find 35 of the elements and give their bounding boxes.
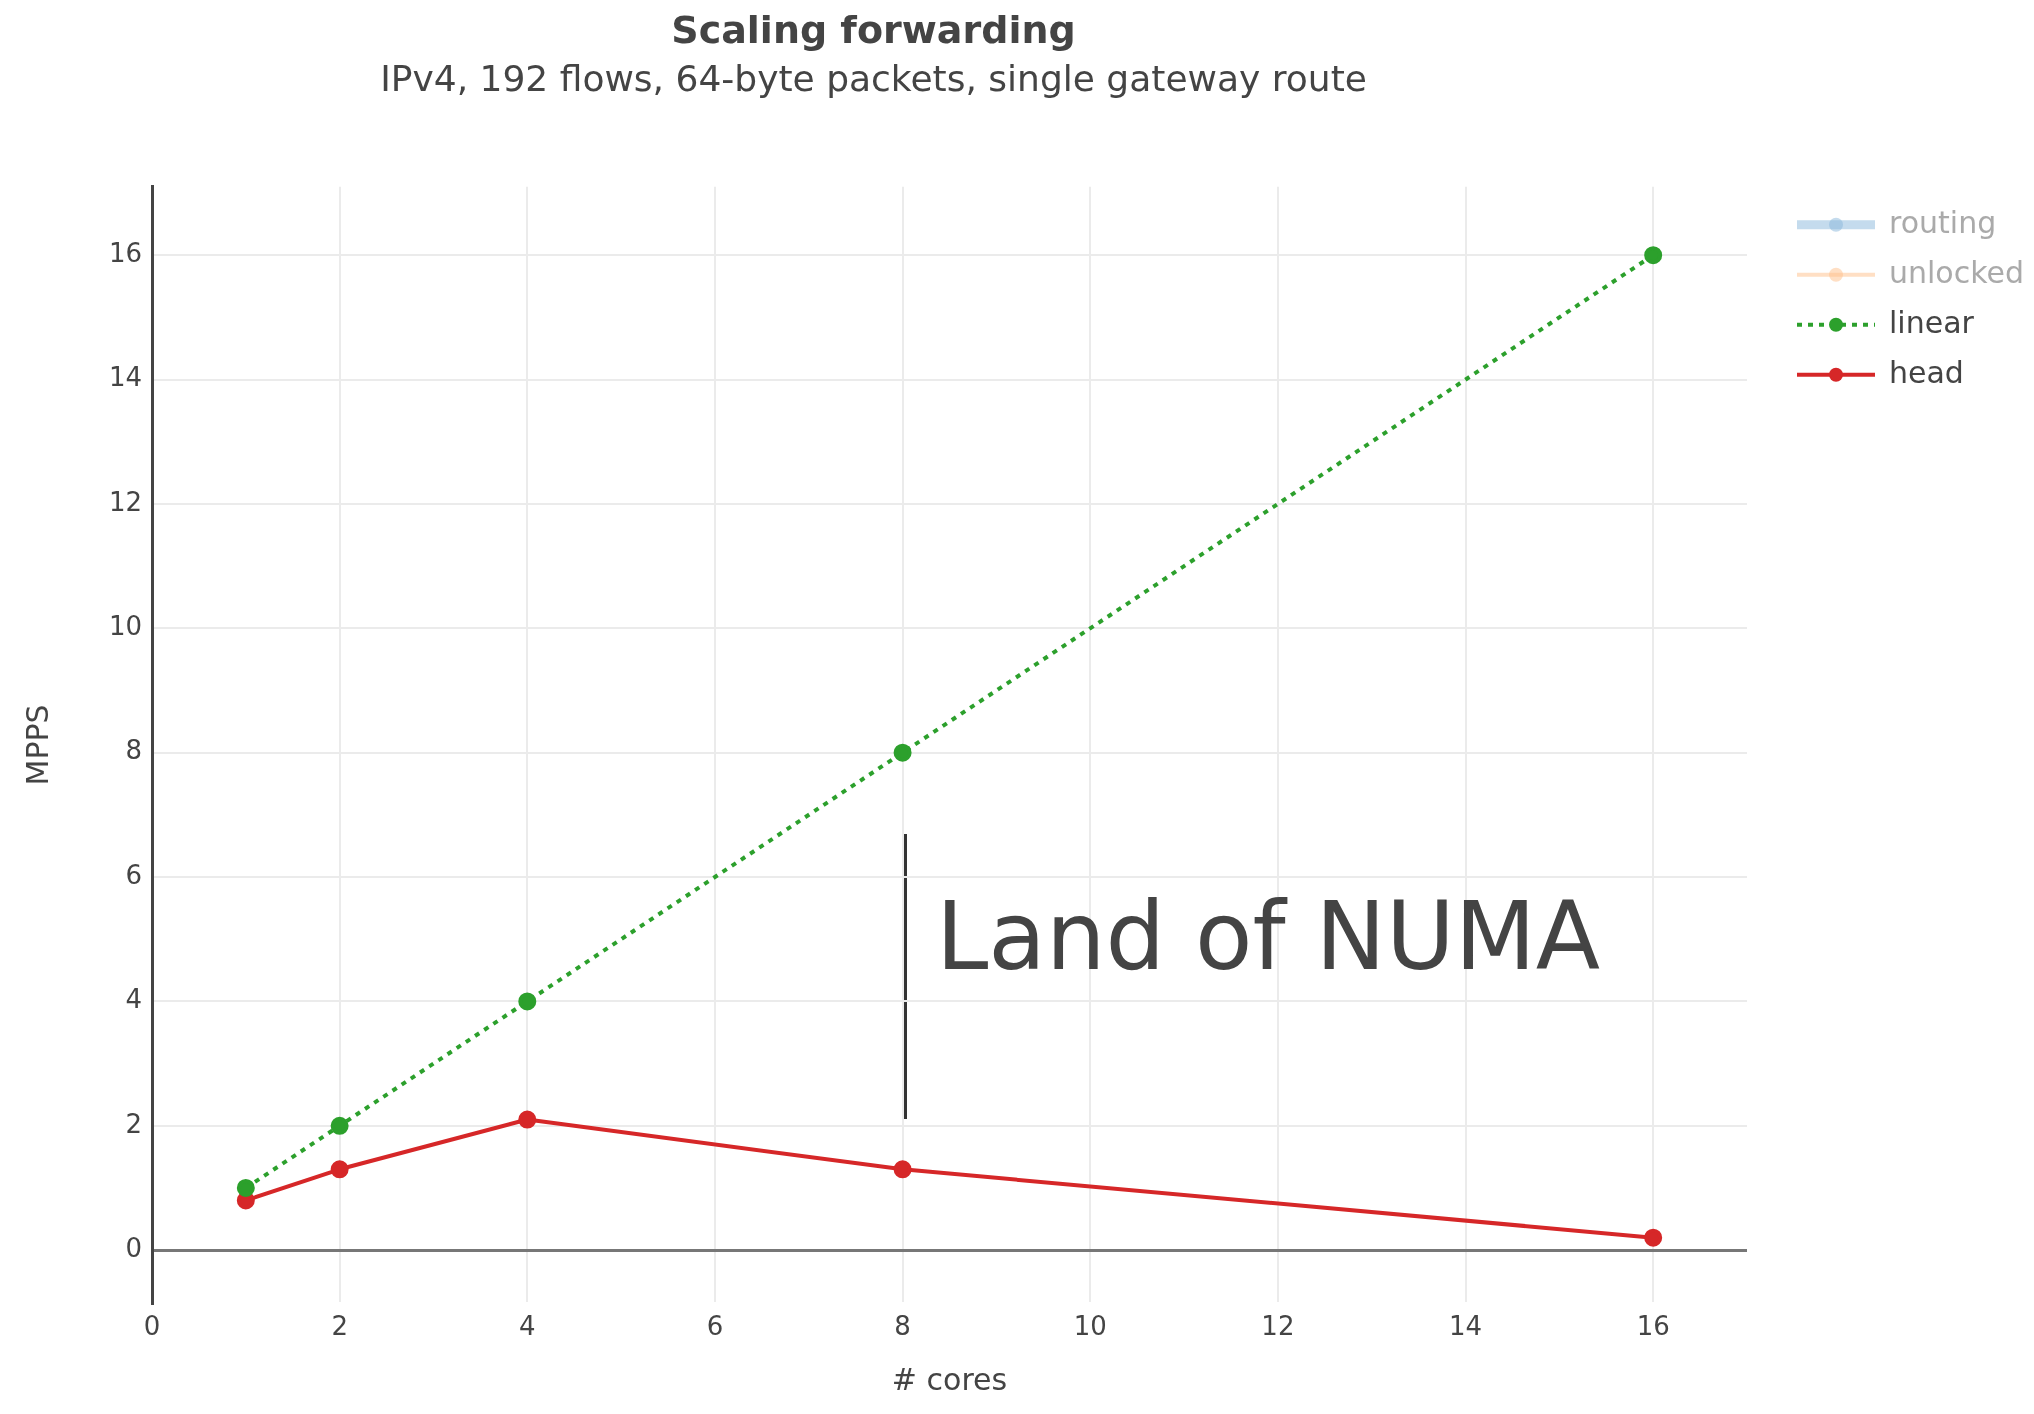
point [518,992,537,1011]
point [1644,1228,1663,1247]
y-tick-label: 0 [125,1232,142,1263]
y-tick-label: 8 [125,735,142,766]
point [893,1160,912,1179]
legend-label: head [1889,354,1964,390]
y-tick-label: 4 [125,984,142,1015]
point [236,1178,255,1197]
chart-title: Scaling forwarding [671,7,1076,52]
y-tick-label: 2 [125,1108,142,1139]
point [893,743,912,762]
y-tick-label: 6 [125,859,142,890]
point [518,1110,537,1129]
y-axis-title: MPPS [19,704,55,786]
point [1644,246,1663,265]
point [330,1116,349,1135]
y-tick-label: 16 [108,237,142,268]
x-tick-label: 4 [519,1311,536,1342]
y-tick-label: 14 [108,362,142,393]
x-tick-label: 8 [894,1311,911,1342]
x-tick-label: 14 [1448,1311,1483,1342]
point [330,1160,349,1179]
x-tick-label: 10 [1073,1311,1107,1342]
legend-label: routing [1889,204,1997,240]
annotation: Land of NUMA [936,882,1601,992]
x-tick-label: 2 [331,1311,348,1342]
y-tick-label: 10 [108,611,142,642]
y-tick-label: 12 [108,486,142,517]
x-axis-title: # cores [891,1361,1008,1397]
x-tick-label: 6 [706,1311,724,1342]
legend-label: unlocked [1889,254,2025,290]
x-tick-label: 16 [1636,1311,1670,1342]
chart-subtitle: IPv4, 192 flows, 64-byte packets, single gateway route [380,57,1367,99]
x-tick-label: 12 [1261,1311,1295,1342]
legend-label: linear [1889,304,1975,340]
